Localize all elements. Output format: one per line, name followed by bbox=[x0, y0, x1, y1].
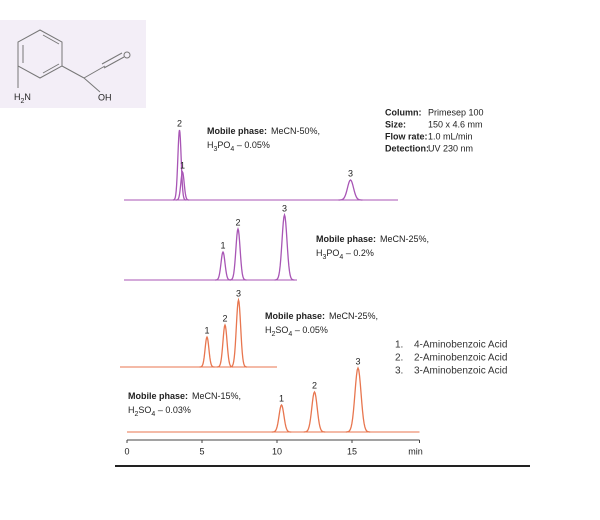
info-value: 150 x 4.6 mm bbox=[428, 119, 483, 129]
info-value: 1.0 mL/min bbox=[428, 131, 473, 141]
x-tick-label: 5 bbox=[199, 446, 204, 456]
peak-label: 1 bbox=[220, 240, 225, 250]
peak bbox=[345, 366, 371, 433]
x-tick-label: 10 bbox=[272, 446, 282, 456]
peak-label: 3 bbox=[282, 203, 287, 213]
mobile-phase-acid: H3PO4 – 0.05% bbox=[207, 140, 270, 152]
peak-label: 1 bbox=[279, 393, 284, 403]
mobile-phase-acid: H2SO4 – 0.03% bbox=[128, 405, 191, 417]
legend-name: 2-Aminobenzoic Acid bbox=[414, 353, 507, 364]
trace: 1 2 3 Mobile phase: MeCN-25%,H2SO4 – 0.05% bbox=[120, 288, 378, 368]
peak-label: 3 bbox=[348, 168, 353, 178]
acid-label: OH bbox=[98, 92, 112, 102]
amine-label: H2N bbox=[14, 92, 31, 104]
legend-name: 4-Aminobenzoic Acid bbox=[414, 340, 507, 351]
peak bbox=[303, 390, 326, 433]
peak bbox=[229, 226, 247, 281]
mobile-phase: Mobile phase: MeCN-50%, bbox=[207, 126, 320, 136]
legend-number: 2. bbox=[395, 353, 403, 364]
molecule bbox=[17, 29, 131, 93]
peak-label: 2 bbox=[222, 313, 227, 323]
peak-label: 2 bbox=[177, 118, 182, 128]
mobile-phase-acid: H2SO4 – 0.05% bbox=[265, 325, 328, 337]
peak bbox=[229, 297, 248, 368]
legend-name: 3-Aminobenzoic Acid bbox=[414, 366, 507, 377]
structure-box bbox=[0, 20, 146, 108]
mobile-phase-label: Mobile phase: bbox=[265, 311, 325, 321]
peak bbox=[274, 212, 295, 281]
peak bbox=[216, 323, 234, 368]
peak bbox=[271, 403, 292, 433]
peak-label: 3 bbox=[236, 288, 241, 298]
legend-number: 3. bbox=[395, 366, 403, 377]
x-tick-label: 0 bbox=[124, 446, 129, 456]
peak-label: 1 bbox=[180, 160, 185, 170]
info-value: Primesep 100 bbox=[428, 107, 484, 117]
peak bbox=[338, 179, 363, 201]
trace: 1 2 3 Mobile phase: MeCN-15%,H2SO4 – 0.03% bbox=[127, 356, 420, 433]
x-tick-label: 15 bbox=[347, 446, 357, 456]
trace: 2 1 3 Mobile phase: MeCN-50%,H3PO4 – 0.05% bbox=[124, 118, 398, 201]
info-label: Size: bbox=[385, 119, 406, 129]
mobile-phase-label: Mobile phase: bbox=[207, 126, 267, 136]
mobile-phase-solvent: MeCN-50%, bbox=[271, 126, 320, 136]
info-label: Column: bbox=[385, 107, 422, 117]
mobile-phase-solvent: MeCN-15%, bbox=[192, 391, 241, 401]
peak-label: 1 bbox=[204, 325, 209, 335]
mobile-phase-label: Mobile phase: bbox=[128, 391, 188, 401]
peak bbox=[215, 250, 231, 281]
info-label: Detection: bbox=[385, 143, 429, 153]
mobile-phase: Mobile phase: MeCN-25%, bbox=[265, 311, 378, 321]
peak-label: 2 bbox=[235, 217, 240, 227]
peak bbox=[199, 335, 215, 368]
info-label: Flow rate: bbox=[385, 131, 428, 141]
info-value: UV 230 nm bbox=[428, 143, 473, 153]
mobile-phase-solvent: MeCN-25%, bbox=[380, 234, 429, 244]
peak bbox=[175, 170, 190, 201]
trace: 1 2 3 Mobile phase: MeCN-25%, H3PO4 – 0.2% bbox=[124, 203, 429, 281]
legend-number: 1. bbox=[395, 340, 403, 351]
peak-label: 3 bbox=[355, 356, 360, 366]
x-axis-label: min bbox=[408, 446, 423, 456]
mobile-phase-label: Mobile phase: bbox=[316, 234, 376, 244]
peak bbox=[172, 129, 187, 201]
peak-label: 2 bbox=[312, 380, 317, 390]
mobile-phase-acid: H3PO4 – 0.2% bbox=[316, 248, 374, 260]
mobile-phase-solvent: MeCN-25%, bbox=[329, 311, 378, 321]
mobile-phase: Mobile phase: MeCN-25%, bbox=[316, 234, 429, 244]
mobile-phase: Mobile phase: MeCN-15%, bbox=[128, 391, 241, 401]
